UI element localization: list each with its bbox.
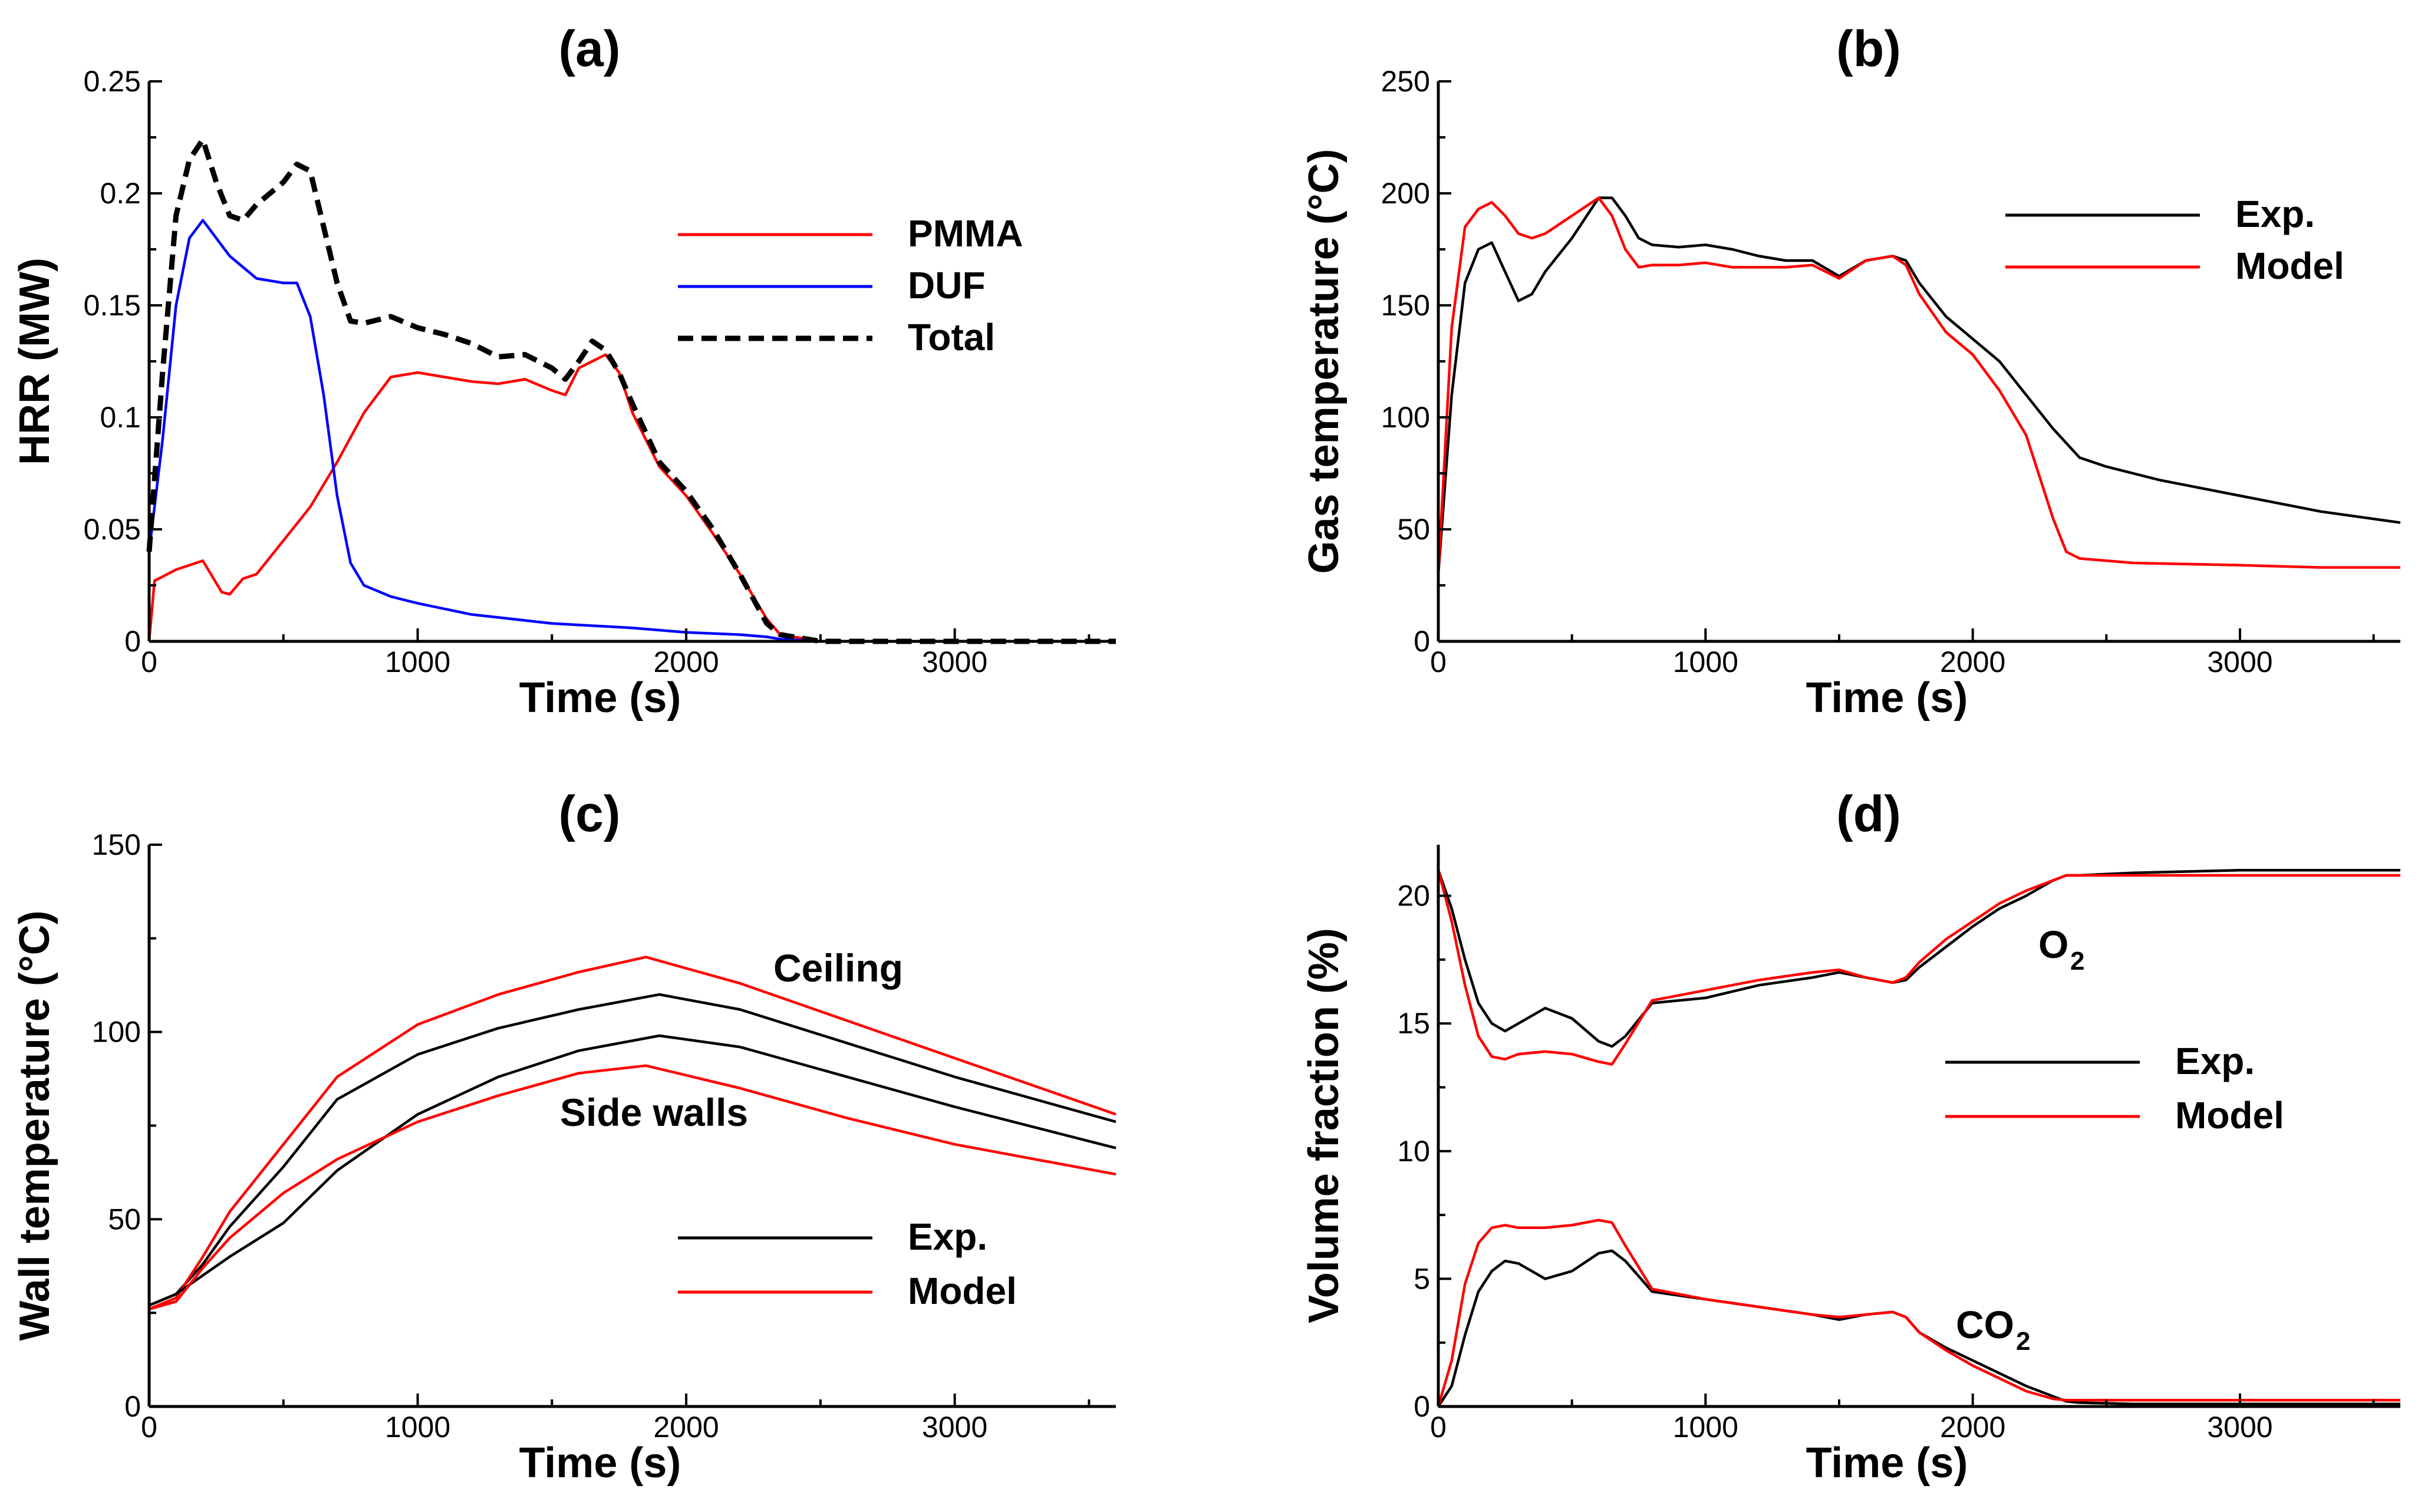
y-axis-label-c: Wall temperature (°C) (11, 910, 58, 1340)
y-tick-label: 15 (1397, 1007, 1430, 1040)
annotation-co2: CO (1956, 1303, 2014, 1346)
legend-label-a-pmma: PMMA (908, 212, 1023, 255)
x-axis-label-b: Time (s) (1806, 674, 1968, 722)
series-line-a-duf (147, 219, 1116, 643)
annotation-side-walls: Side walls (560, 1091, 748, 1134)
x-tick-label: 3000 (922, 645, 987, 678)
panel-title-b: (b) (1836, 21, 1901, 77)
x-tick-label: 1000 (1673, 645, 1738, 678)
x-tick-label: 0 (141, 1411, 157, 1444)
series-line-d-co2-exp (1437, 1249, 2400, 1408)
annotation-o2-subscript: 2 (2070, 947, 2084, 976)
legend-label-d-exp: Exp. (2175, 1040, 2255, 1082)
y-tick-label: 20 (1397, 879, 1430, 913)
y-tick-label: 50 (1397, 513, 1430, 546)
legend-label-d-model: Model (2175, 1094, 2284, 1137)
y-tick-label: 10 (1397, 1135, 1430, 1168)
y-axis-label-d: Volume fraction (%) (1300, 928, 1348, 1323)
series-line-c-ceiling-exp (149, 993, 1116, 1307)
annotation-co2-subscript: 2 (2016, 1327, 2030, 1356)
y-tick-label: 100 (92, 1016, 141, 1049)
panel-title-d: (d) (1836, 786, 1901, 842)
panel-a: (a) 0 1000 2000 3000 0 0.05 0.1 0.15 0.2 0.25 Time … (11, 21, 1116, 722)
y-tick-label: 0.05 (84, 513, 141, 546)
x-tick-label: 3000 (2207, 645, 2272, 678)
y-tick-label: 0.25 (84, 65, 141, 98)
x-axis-label-c: Time (s) (519, 1439, 681, 1487)
panel-b: (b) 0 1000 2000 3000 0 50 100 150 200 250 Time (s) G… (1300, 21, 2401, 722)
x-axis-label-a: Time (s) (519, 674, 681, 722)
y-tick-label: 200 (1381, 177, 1430, 210)
x-tick-label: 3000 (2207, 1411, 2272, 1444)
annotation-ceiling: Ceiling (773, 946, 903, 990)
y-tick-label: 0.2 (100, 177, 141, 210)
legend-label-a-duf: DUF (908, 264, 986, 307)
series-line-d-o2-exp (1437, 869, 2400, 1048)
series-line-c-side-walls-model (149, 1064, 1116, 1310)
series-line-a-total (146, 137, 1116, 644)
panel-title-a: (a) (558, 21, 620, 77)
x-tick-label: 0 (141, 645, 157, 678)
y-tick-label: 250 (1381, 65, 1430, 98)
x-tick-label: 1000 (1673, 1411, 1738, 1444)
y-tick-label: 0 (124, 625, 141, 658)
y-tick-label: 50 (108, 1203, 141, 1236)
series-line-b-exp (1437, 196, 2401, 575)
x-tick-label: 3000 (922, 1411, 987, 1444)
y-tick-label: 5 (1414, 1262, 1430, 1295)
x-axis-label-d: Time (s) (1806, 1439, 1968, 1487)
x-tick-label: 2000 (1940, 1411, 2005, 1444)
y-tick-label: 150 (1381, 289, 1430, 322)
y-tick-label: 0.1 (100, 401, 141, 434)
legend-label-b-model: Model (2235, 245, 2344, 287)
legend-label-a-total: Total (908, 316, 995, 358)
x-tick-label: 2000 (1940, 645, 2005, 678)
annotation-o2: O (2038, 923, 2068, 966)
y-tick-label: 0 (124, 1390, 141, 1423)
legend-label-b-exp: Exp. (2235, 193, 2315, 235)
panel-title-c: (c) (558, 786, 620, 842)
x-tick-label: 1000 (385, 1411, 450, 1444)
legend-label-c-model: Model (908, 1270, 1017, 1312)
panel-d: (d) 0 1000 2000 3000 0 5 10 15 20 Time (s) Volume f… (1300, 786, 2400, 1487)
x-tick-label: 2000 (653, 1411, 719, 1444)
y-axis-label-a: HRR (MW) (11, 258, 58, 465)
x-tick-label: 2000 (653, 645, 719, 678)
y-tick-label: 0 (1414, 1390, 1430, 1423)
y-tick-label: 0 (1414, 625, 1430, 658)
y-axis-label-b: Gas temperature (°C) (1300, 149, 1348, 574)
series-line-c-ceiling-model (149, 956, 1116, 1310)
y-tick-label: 150 (92, 828, 141, 861)
legend-label-c-exp: Exp. (908, 1215, 987, 1258)
y-tick-label: 100 (1381, 401, 1430, 434)
series-line-d-o2-model (1437, 869, 2400, 1066)
panel-c: (c) 0 1000 2000 3000 0 50 100 150 Time (s) Wall te… (11, 786, 1116, 1487)
series-line-d-co2-model (1437, 1218, 2400, 1407)
series-line-c-side-walls-exp (149, 1034, 1116, 1307)
x-tick-label: 0 (1430, 1411, 1447, 1444)
series-line-b-model (1437, 196, 2400, 575)
x-tick-label: 1000 (385, 645, 450, 678)
x-tick-label: 0 (1430, 645, 1447, 678)
y-tick-label: 0.15 (84, 289, 141, 322)
